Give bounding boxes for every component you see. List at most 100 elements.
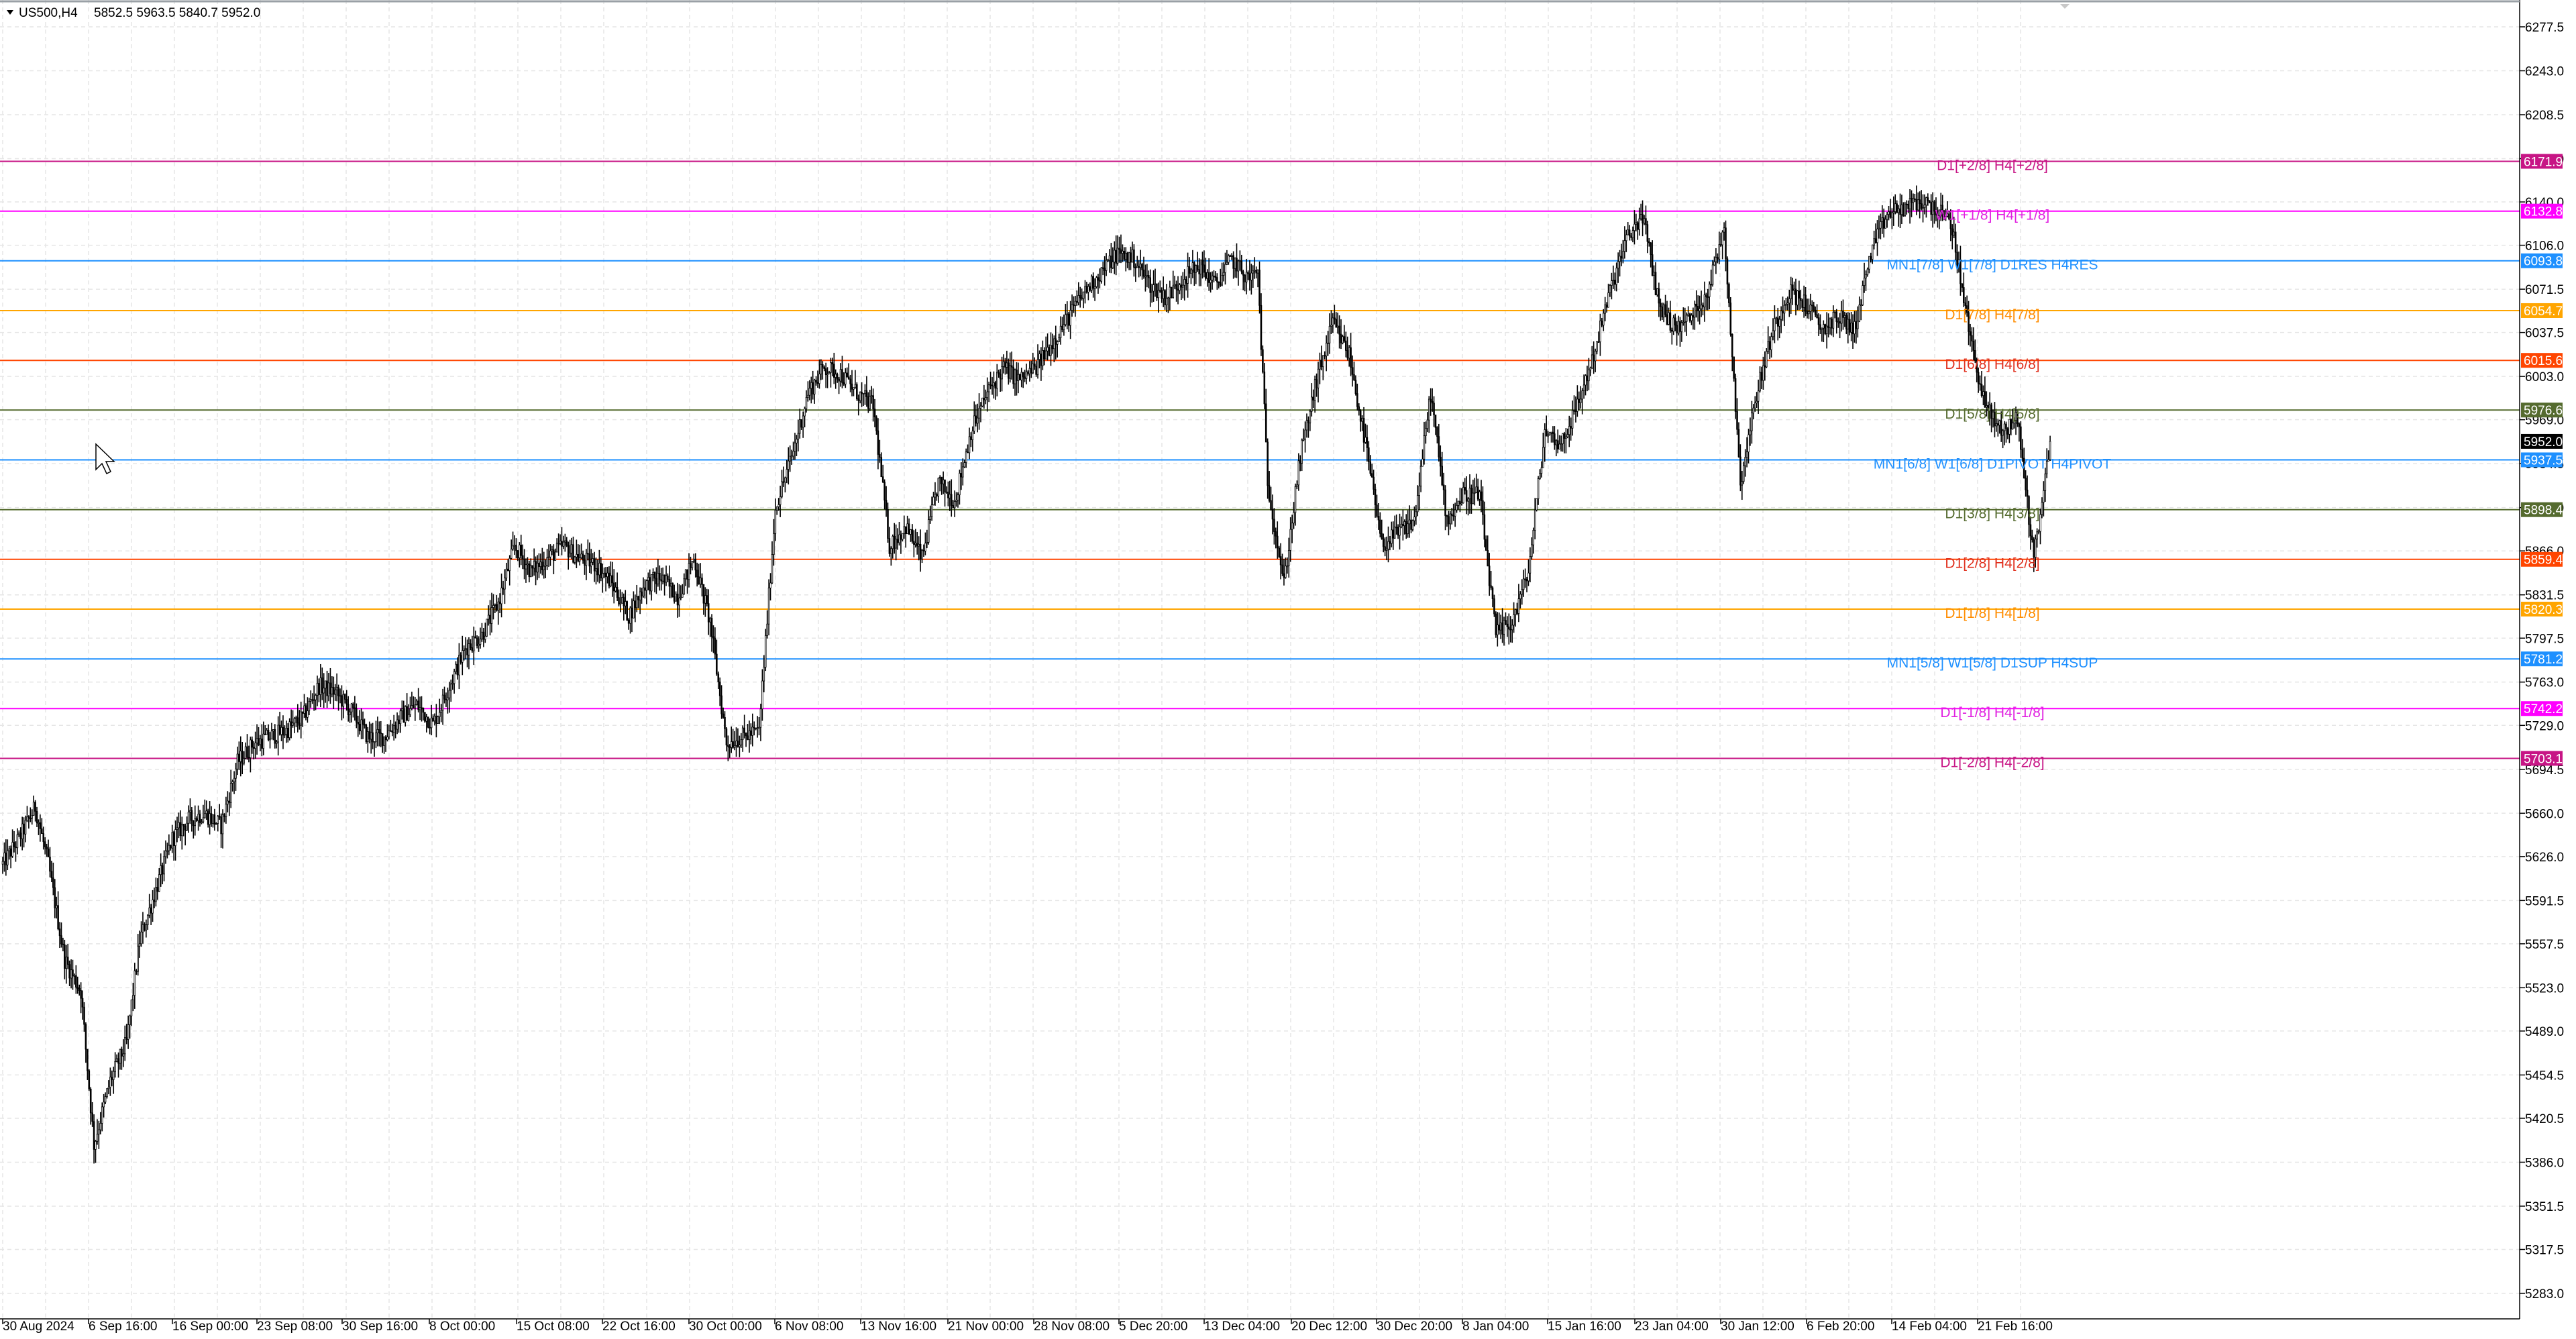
scroll-marker-icon[interactable]: [2060, 4, 2070, 9]
candle-body: [152, 900, 154, 914]
candle-body: [342, 694, 345, 707]
candle-body: [1497, 625, 1499, 635]
candle-body: [845, 372, 847, 385]
candle-body: [1077, 295, 1080, 303]
candle-body: [1456, 505, 1458, 511]
candle-body: [1346, 350, 1349, 359]
candle-body: [292, 722, 294, 726]
candle-body: [1739, 456, 1741, 486]
candle-body: [1385, 548, 1388, 551]
candle-body: [261, 739, 263, 749]
candle-body: [1036, 359, 1039, 375]
candle-body: [1250, 272, 1252, 280]
candle-body: [1084, 286, 1086, 292]
candle-body: [1635, 222, 1638, 225]
candle-body: [1055, 338, 1057, 345]
candle-body: [763, 667, 765, 682]
candle-body: [1335, 319, 1338, 328]
candle-body: [601, 573, 604, 579]
candle-body: [1884, 219, 1886, 229]
candle-body: [815, 380, 817, 383]
candle-body: [1969, 331, 1972, 336]
price-tick-label: 5763.0: [2525, 676, 2564, 690]
candle-body: [293, 718, 296, 724]
candle-body: [1411, 520, 1414, 530]
candle-body: [735, 741, 737, 746]
price-axis-panel[interactable]: [2520, 0, 2576, 1339]
candle-body: [1866, 268, 1869, 275]
candle-body: [1182, 284, 1184, 288]
candle-body: [531, 565, 534, 569]
candle-body: [1475, 486, 1478, 493]
candle-body: [520, 545, 523, 556]
price-badge: [2521, 651, 2563, 667]
candle-body: [329, 682, 331, 695]
candle-body: [729, 746, 731, 748]
candle-body: [1690, 315, 1693, 321]
candle-body: [1271, 508, 1274, 520]
candle-body: [1485, 539, 1487, 551]
candle-body: [471, 647, 474, 651]
candle-body: [1754, 403, 1756, 409]
candle-body: [1519, 594, 1521, 599]
candle-body: [91, 1112, 93, 1122]
candle-body: [644, 587, 646, 591]
candle-body: [345, 699, 348, 705]
candle-body: [1699, 308, 1701, 311]
candle-body: [505, 568, 508, 579]
candle-body: [608, 572, 610, 586]
candle-body: [1843, 315, 1846, 318]
candle-body: [1239, 260, 1241, 262]
candle-body: [853, 387, 855, 390]
candle-body: [1666, 314, 1668, 325]
price-badge: [2521, 253, 2563, 268]
time-tick-label: 21 Feb 16:00: [1978, 1320, 2053, 1334]
candle-body: [1107, 260, 1109, 262]
candle-body: [1547, 434, 1549, 437]
candle-body: [1191, 262, 1194, 270]
candle-body: [1897, 208, 1900, 213]
candle-body: [2044, 473, 2047, 491]
time-axis[interactable]: 30 Aug 2024 6 Sep 16:00 16 Sep 00:00 23 Sep…: [2, 1319, 2053, 1334]
candle-body: [1723, 227, 1725, 233]
candle-body: [631, 607, 633, 619]
candle-body: [1529, 556, 1532, 574]
candle-body: [973, 415, 975, 431]
candle-body: [1425, 428, 1427, 436]
candle-body: [724, 716, 726, 729]
candle-body: [1061, 325, 1063, 330]
candle-body: [83, 1006, 85, 1025]
candle-body: [1806, 311, 1809, 315]
level-label: W1[+1/8] H4[+1/8]: [1935, 208, 2049, 223]
candle-body: [205, 810, 208, 814]
candle-body: [896, 539, 899, 543]
candle-body: [1242, 271, 1244, 276]
candle-body: [1201, 259, 1203, 266]
candle-body: [904, 526, 907, 535]
candle-body: [693, 559, 695, 561]
candle-body: [370, 732, 372, 740]
candle-body: [510, 549, 513, 559]
candle-body: [1142, 269, 1145, 277]
candle-body: [212, 814, 214, 824]
candle-body: [1190, 269, 1192, 274]
candle-body: [1093, 286, 1096, 289]
candle-body: [1998, 420, 2001, 426]
candle-body: [1387, 541, 1389, 549]
candle-body: [1459, 500, 1461, 504]
candle-body: [498, 601, 501, 604]
candle-body: [732, 741, 734, 748]
candle-body: [347, 704, 350, 716]
candle-body: [1211, 275, 1214, 280]
candle-body: [604, 572, 607, 578]
candle-body: [489, 614, 491, 624]
symbol-menu-arrow-icon[interactable]: [7, 10, 13, 15]
candle-body: [1544, 429, 1546, 448]
candle-body: [1837, 321, 1839, 323]
candle-body: [1079, 295, 1081, 299]
price-tick-label: 5317.5: [2525, 1244, 2564, 1258]
candle-body: [1450, 513, 1453, 516]
candle-body: [759, 708, 762, 728]
candle-body: [686, 569, 688, 580]
